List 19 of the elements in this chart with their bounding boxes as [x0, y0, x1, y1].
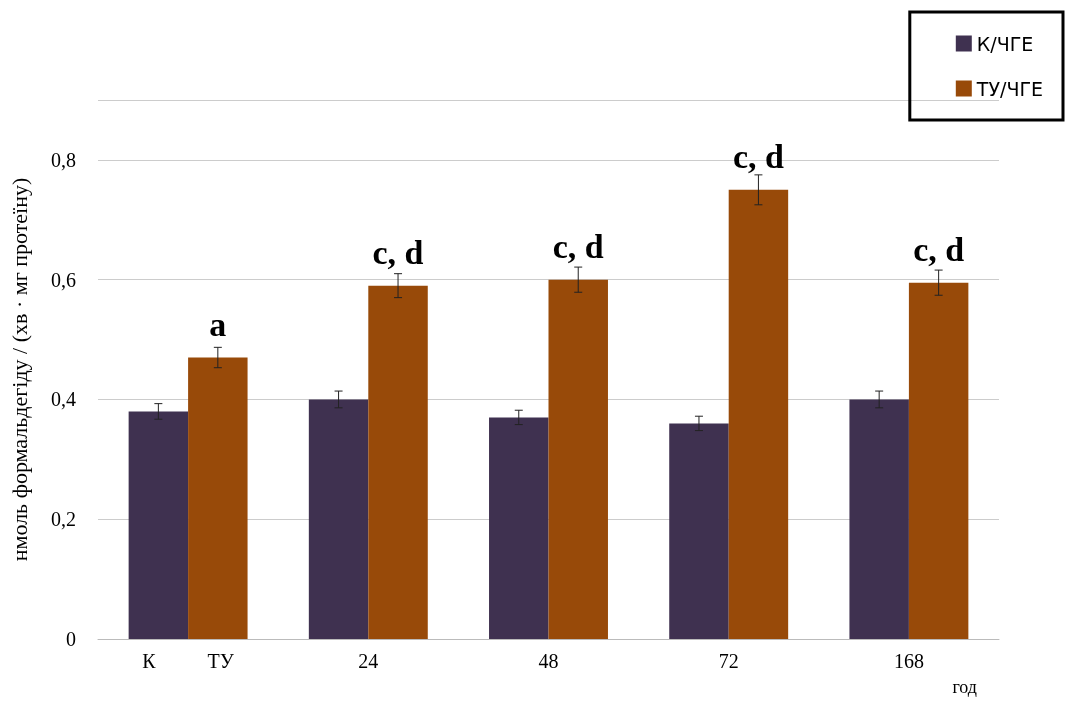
y-tick-label: 0,6: [51, 268, 76, 291]
y-axis-title: нмоль формальдегіду / (хв · мг протеїну): [6, 177, 32, 562]
y-tick-label: 0,8: [51, 148, 76, 171]
annotation: c, d: [913, 231, 965, 269]
y-tick-label: 0: [66, 628, 76, 650]
category-label: К ТУ: [142, 650, 234, 672]
x-tick-label: 72: [718, 650, 739, 672]
annotation: c, d: [372, 234, 424, 272]
x-axis-title: год: [952, 677, 977, 697]
x-tick-label: 48: [538, 650, 559, 672]
annotation: c, d: [732, 138, 785, 176]
y-tick-label: 0,2: [51, 508, 76, 531]
annotation: c, d: [552, 228, 604, 266]
x-tick-label: 168: [893, 650, 924, 672]
y-tick-label: 0,4: [51, 388, 76, 411]
annotation: a: [209, 306, 227, 344]
x-tick-label: 24: [358, 650, 379, 672]
legend-label: ТУ/ЧГЕ: [975, 77, 1043, 100]
legend-label: К/ЧГЕ: [976, 32, 1034, 55]
